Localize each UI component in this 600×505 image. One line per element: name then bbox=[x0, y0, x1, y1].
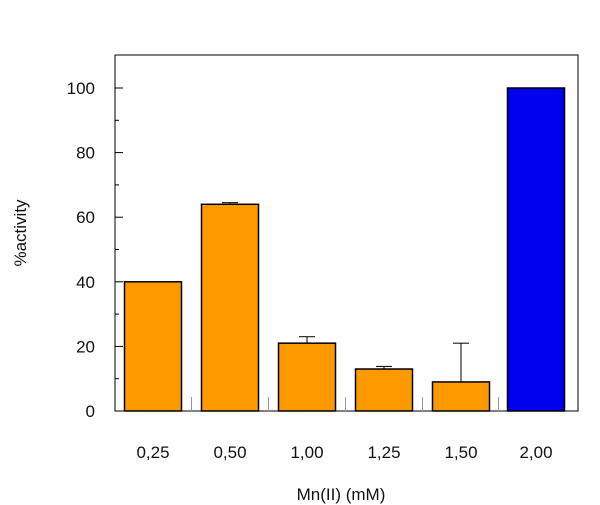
x-tick-label: 1,50 bbox=[444, 443, 477, 462]
y-tick-label: 80 bbox=[76, 144, 95, 163]
error-bar bbox=[453, 342, 469, 382]
bar-1-50 bbox=[431, 381, 491, 412]
y-ticks-layer: 0 20 40 60 80 100 bbox=[67, 79, 123, 421]
x-tick-label: 2,00 bbox=[519, 443, 552, 462]
error-bars-layer bbox=[222, 202, 469, 382]
bar-2-00 bbox=[506, 87, 566, 412]
x-tick-label: 1,25 bbox=[367, 443, 400, 462]
y-tick-label: 100 bbox=[67, 79, 95, 98]
x-axis-title: Mn(II) (mM) bbox=[297, 485, 386, 504]
y-axis-title: %activity bbox=[11, 199, 30, 267]
x-tick-label: 0,50 bbox=[213, 443, 246, 462]
bar-1-00 bbox=[277, 342, 337, 412]
y-tick-label: 60 bbox=[76, 208, 95, 227]
y-tick-label: 0 bbox=[86, 402, 95, 421]
bar-1-25 bbox=[354, 368, 414, 412]
x-tick-label: 1,00 bbox=[290, 443, 323, 462]
x-tick-label: 0,25 bbox=[136, 443, 169, 462]
bar-0-50 bbox=[200, 203, 260, 412]
bar-0-25 bbox=[123, 281, 183, 412]
error-bar bbox=[222, 202, 238, 205]
bars-layer bbox=[123, 87, 566, 412]
x-ticks-layer: 0,25 0,50 1,00 1,25 1,50 2,00 bbox=[136, 397, 553, 462]
y-tick-label: 40 bbox=[76, 273, 95, 292]
plot-frame bbox=[114, 54, 579, 412]
error-bar bbox=[376, 365, 392, 370]
error-bar bbox=[299, 336, 315, 344]
axes-layer bbox=[114, 54, 579, 412]
y-tick-label: 20 bbox=[76, 337, 95, 356]
